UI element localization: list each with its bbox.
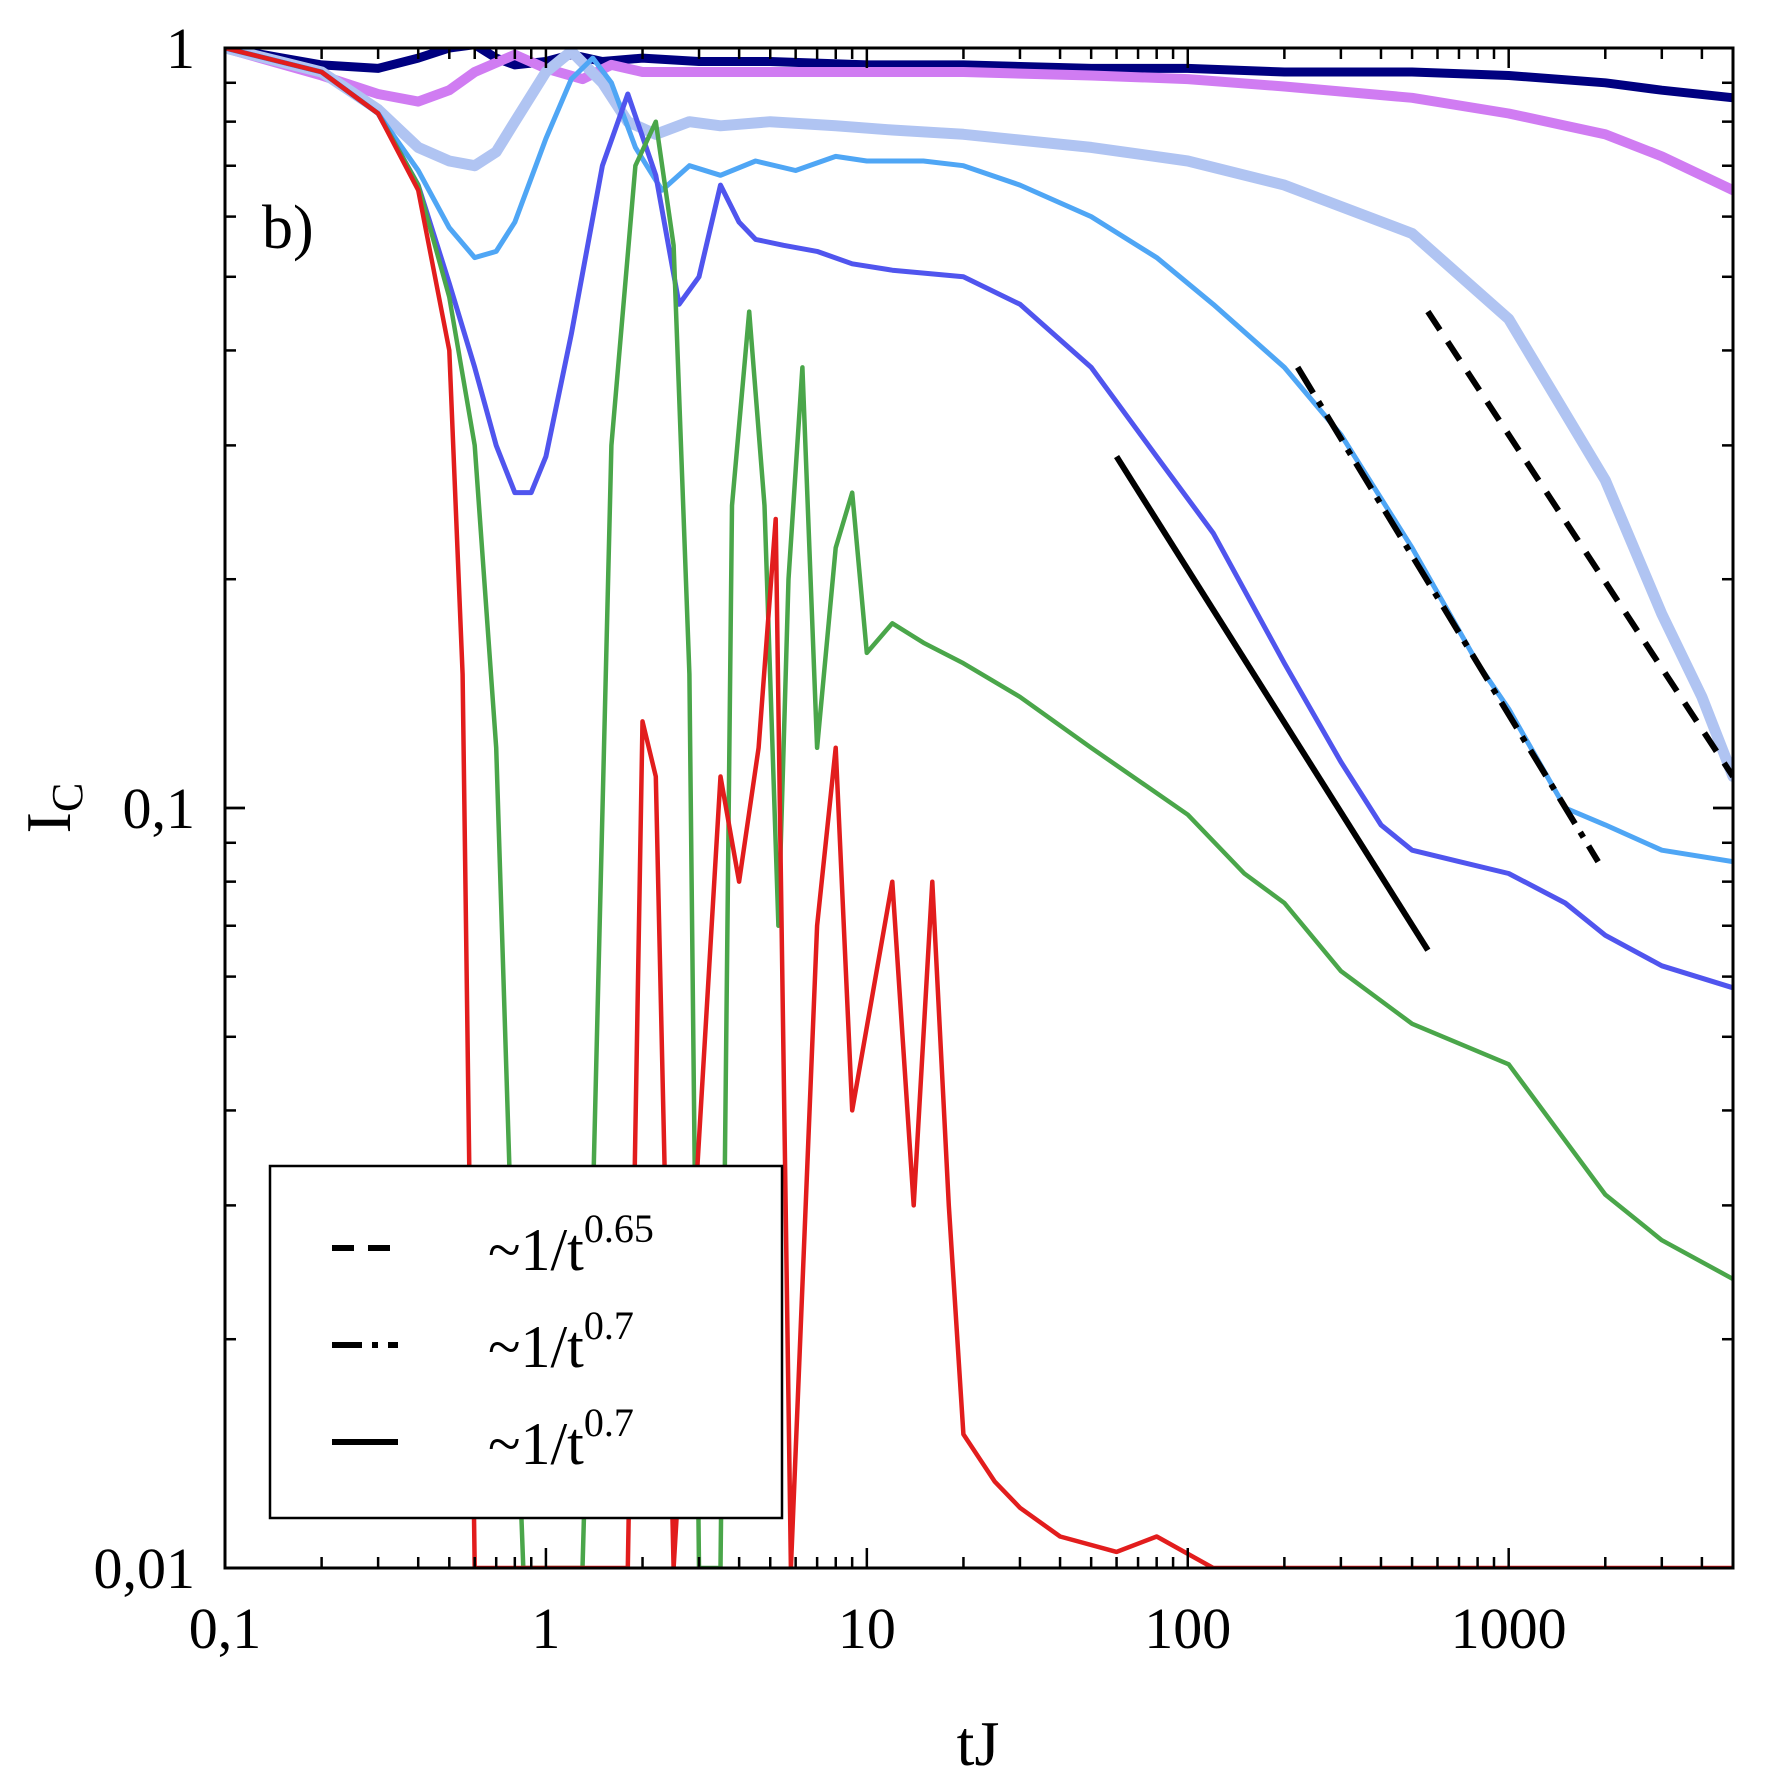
x-tick-label: 0,1 xyxy=(189,1596,262,1661)
legend: ~1/t0.65~1/t0.7~1/t0.7 xyxy=(268,1164,784,1520)
legend-label-main: ~1/t xyxy=(488,1314,584,1380)
fit-line-dashed xyxy=(1425,309,1733,779)
fit-lines-layer xyxy=(1114,309,1733,952)
series-line-2 xyxy=(225,48,1733,196)
panel-label: b) xyxy=(262,194,314,262)
fit-line-dashdot xyxy=(1295,365,1601,864)
series-line-4 xyxy=(225,48,1733,865)
y-tick-label: 1 xyxy=(166,16,195,81)
x-axis-label: tJ xyxy=(957,1708,1000,1771)
series-line-7 xyxy=(225,48,1733,1568)
y-axis-label: IC xyxy=(13,783,92,834)
legend-label: ~1/t0.65 xyxy=(488,1206,654,1283)
legend-label-exponent: 0.7 xyxy=(584,1303,634,1348)
x-tick-label: 10 xyxy=(838,1596,896,1661)
fit-line-solid xyxy=(1114,454,1431,952)
legend-label: ~1/t0.7 xyxy=(488,1303,634,1380)
legend-label-exponent: 0.7 xyxy=(584,1400,634,1445)
legend-label: ~1/t0.7 xyxy=(488,1400,634,1477)
y-tick-label: 0,01 xyxy=(94,1536,196,1601)
legend-label-main: ~1/t xyxy=(488,1411,584,1477)
series-line-1 xyxy=(225,48,1733,103)
legend-label-exponent: 0.65 xyxy=(584,1206,654,1251)
ticks-layer xyxy=(223,46,1735,1570)
x-tick-label: 1000 xyxy=(1451,1596,1567,1661)
x-tick-label: 100 xyxy=(1144,1596,1231,1661)
y-axis-label-main: I xyxy=(13,812,84,833)
series-line-5 xyxy=(225,48,1733,991)
x-tick-label: 1 xyxy=(531,1596,560,1661)
y-tick-label: 0,1 xyxy=(123,776,196,841)
series-line-3 xyxy=(225,48,1733,782)
svg-text:IC: IC xyxy=(13,783,92,834)
legend-label-main: ~1/t xyxy=(488,1217,584,1283)
y-axis-label-sub: C xyxy=(43,783,92,812)
